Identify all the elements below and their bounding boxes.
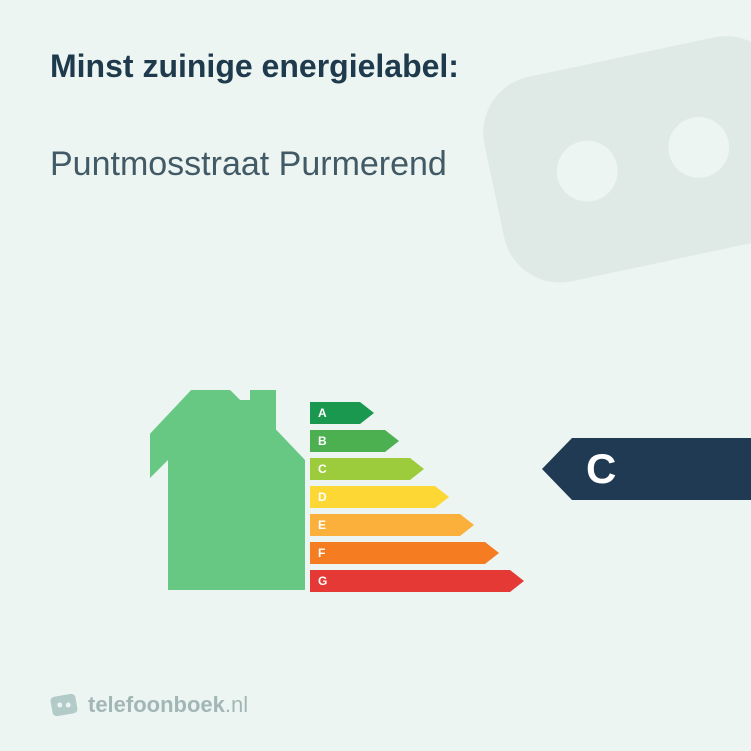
- bar-body: [310, 486, 435, 508]
- energy-chart: ABCDEFG C: [150, 370, 710, 630]
- footer-logo-icon: [50, 691, 78, 719]
- indicator-body: C: [572, 438, 751, 500]
- rating-indicator: C: [542, 438, 751, 500]
- bar-arrow-icon: [460, 514, 474, 536]
- bar-label: F: [318, 542, 325, 564]
- footer-brand: telefoonboek.nl: [50, 691, 248, 719]
- bar-label: G: [318, 570, 327, 592]
- house-icon: [150, 390, 305, 590]
- bar-body: [310, 514, 460, 536]
- bar-label: E: [318, 514, 326, 536]
- card-subtitle: Puntmosstraat Purmerend: [50, 145, 701, 184]
- bar-label: B: [318, 430, 327, 452]
- bar-arrow-icon: [485, 542, 499, 564]
- bar-arrow-icon: [360, 402, 374, 424]
- bar-label: D: [318, 486, 327, 508]
- footer-brand-bold: telefoonboek: [88, 692, 225, 717]
- footer-brand-suffix: .nl: [225, 692, 248, 717]
- energy-label-card: Minst zuinige energielabel: Puntmosstraa…: [0, 0, 751, 751]
- bar-arrow-icon: [435, 486, 449, 508]
- bar-arrow-icon: [410, 458, 424, 480]
- card-title: Minst zuinige energielabel:: [50, 48, 701, 85]
- indicator-arrow-icon: [542, 438, 572, 500]
- indicator-letter: C: [586, 445, 616, 493]
- bar-label: C: [318, 458, 327, 480]
- bar-arrow-icon: [510, 570, 524, 592]
- bar-body: [310, 542, 485, 564]
- bar-body: [310, 570, 510, 592]
- bar-label: A: [318, 402, 327, 424]
- footer-text: telefoonboek.nl: [88, 692, 248, 718]
- bar-arrow-icon: [385, 430, 399, 452]
